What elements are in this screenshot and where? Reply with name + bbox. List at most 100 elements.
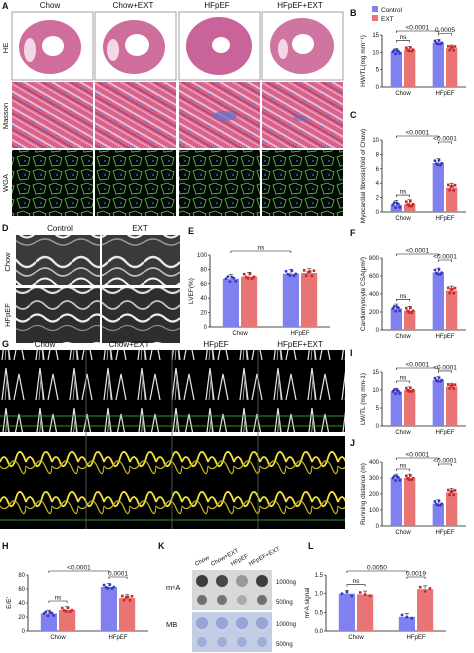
data-point: [410, 390, 414, 393]
data-point: [70, 608, 74, 612]
significance-bracket: [438, 463, 452, 466]
data-point: [446, 286, 450, 290]
y-tick-label: 10: [372, 50, 379, 56]
chart-i: 0 5 10 15 LW/TL (mg mm-1) Chow HFpEF ns <0.0001 <…: [360, 362, 466, 436]
data-point: [50, 611, 54, 615]
x-tick-label: HFpEF: [435, 216, 454, 222]
x-tick-label: HFpEF: [435, 530, 454, 536]
data-point: [44, 610, 48, 614]
bar: [390, 478, 402, 526]
data-point: [392, 474, 396, 478]
significance-label: 0.0001: [108, 571, 128, 578]
echo-image: [102, 288, 180, 343]
significance-label: 0.0019: [406, 571, 426, 578]
data-point: [436, 503, 440, 507]
blot-dot: [197, 595, 207, 605]
panel-label-a: A: [2, 1, 9, 11]
data-point: [453, 45, 457, 48]
data-point: [396, 306, 400, 310]
significance-bracket: [396, 380, 410, 383]
blot-dot: [236, 617, 248, 629]
significance-bracket: [438, 141, 452, 144]
y-tick-label: 2: [376, 196, 380, 202]
bar: [222, 278, 239, 327]
y-tick-label: 100: [197, 253, 208, 259]
data-point: [404, 46, 408, 50]
data-point: [409, 46, 412, 49]
x-tick-label: Chow: [348, 635, 364, 641]
significance-label: ns: [55, 595, 63, 602]
legend: Control EXT: [372, 6, 403, 23]
data-point: [411, 309, 415, 313]
panel-label-h: H: [2, 541, 9, 551]
data-point: [304, 274, 308, 277]
data-point: [452, 189, 456, 192]
bar: [390, 391, 402, 426]
data-point: [391, 307, 395, 310]
panel-d-row-hfpef: HFpEF: [3, 303, 12, 327]
data-point: [406, 203, 409, 206]
panel-label-f: F: [350, 228, 356, 238]
significance-label: ns: [400, 293, 408, 300]
significance-label: 0.0050: [367, 565, 387, 572]
significance-bracket: [438, 259, 452, 262]
y-axis-label: LW/TL (mg mm-1): [360, 373, 367, 425]
data-point: [446, 383, 450, 386]
data-point: [250, 277, 254, 280]
bar: [404, 478, 416, 526]
chart-e: 0 20 40 60 80 100 LVEF(%) Chow HFpEF ns: [188, 245, 330, 337]
data-point: [440, 271, 444, 274]
data-point: [446, 488, 450, 492]
data-point: [440, 161, 444, 165]
data-point: [436, 272, 440, 276]
legend-label-control: Control: [381, 7, 403, 14]
data-point: [312, 269, 316, 272]
significance-label: <0.0001: [433, 136, 457, 143]
y-tick-label: 200: [369, 310, 380, 316]
bar: [404, 49, 416, 87]
data-point: [448, 387, 451, 390]
data-point: [448, 493, 451, 497]
y-axis-label: m⁶A signal: [304, 587, 311, 618]
data-point: [428, 587, 432, 590]
data-point: [418, 585, 422, 589]
significance-label: <0.0001: [405, 248, 429, 255]
y-axis-label: LVEF(%): [188, 278, 195, 304]
significance-bracket: [396, 194, 410, 198]
y-tick-label: 60: [200, 282, 207, 288]
data-point: [234, 279, 238, 283]
data-point: [68, 610, 72, 613]
bar: [404, 310, 416, 330]
y-tick-label: 5: [376, 406, 380, 412]
y-tick-label: 400: [369, 460, 380, 466]
x-tick-label: HFpEF: [435, 334, 454, 340]
he-image-row: [11, 11, 344, 81]
blot-dot: [237, 595, 247, 605]
x-tick-label: HFpEF: [435, 91, 454, 97]
data-point: [451, 45, 454, 49]
significance-label: <0.0001: [405, 362, 429, 369]
y-axis-label: HW/TL(mg mm⁻¹): [360, 35, 367, 87]
data-point: [394, 392, 398, 395]
data-point: [368, 594, 372, 598]
bar: [119, 598, 136, 631]
data-point: [410, 616, 414, 620]
significance-label: ns: [257, 245, 265, 252]
data-point: [52, 614, 56, 617]
data-point: [452, 387, 456, 390]
data-point: [252, 275, 256, 279]
significance-bracket: [438, 33, 452, 36]
data-point: [246, 277, 250, 280]
data-point: [449, 490, 453, 493]
x-tick-label: Chow: [395, 91, 411, 97]
data-point: [363, 593, 367, 597]
x-tick-label: Chow: [395, 216, 411, 222]
data-point: [409, 386, 412, 390]
data-point: [407, 311, 411, 314]
blot-dot: [196, 575, 208, 587]
chart-c: 0 2 4 6 8 10 Myocardial fibrosis(fold of Chow)…: [360, 129, 466, 223]
panel-g-col-chow-ext: Chow+EXT: [109, 340, 150, 349]
data-point: [358, 591, 362, 594]
data-point: [433, 268, 437, 272]
